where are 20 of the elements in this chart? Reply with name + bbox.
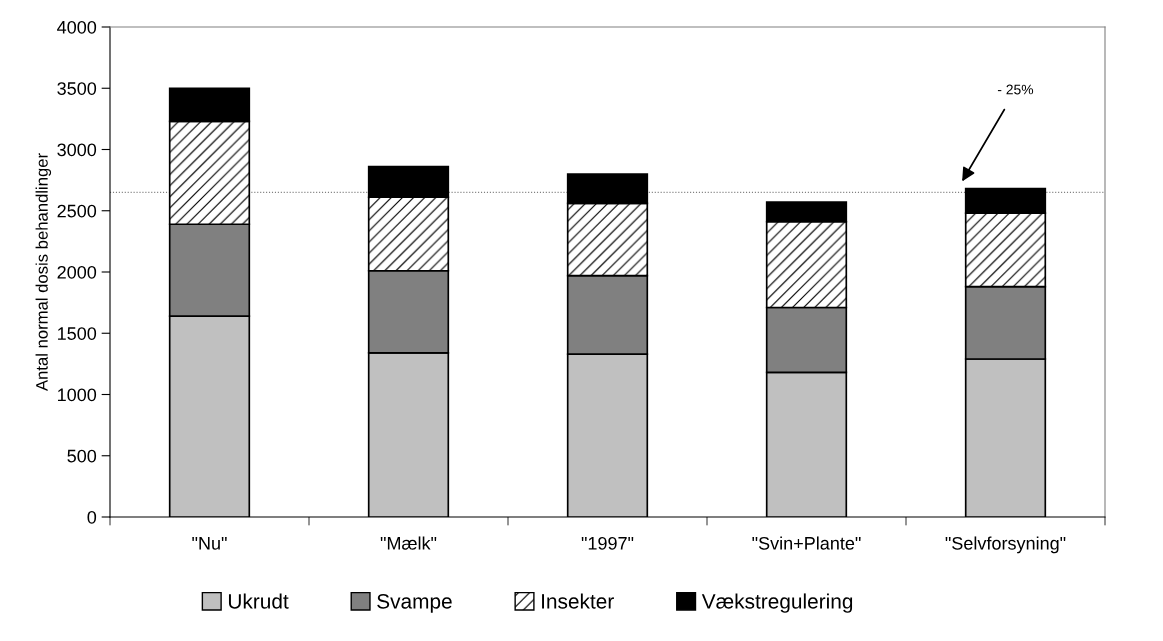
x-tick-label: "1997"	[581, 536, 634, 550]
legend-label: Vækstregulering	[701, 593, 853, 613]
y-tick-label: 4000	[57, 20, 97, 34]
y-axis-title: Antal normal dosis behandlinger	[35, 153, 52, 392]
y-tick-label: 3500	[57, 82, 97, 95]
y-tick-label: 2500	[57, 204, 97, 218]
x-tick-label: "Selvforsyning"	[945, 536, 1066, 554]
y-tick-label: 2000	[57, 265, 97, 279]
legend-label: Insekter	[542, 593, 614, 609]
x-tick-label: "Svin+Plante"	[752, 536, 861, 550]
y-tick-label: 500	[67, 449, 97, 463]
y-tick-label: 1000	[58, 388, 97, 402]
y-tick-label: 1500	[58, 327, 97, 340]
annotation: - 25%	[997, 84, 1034, 95]
y-tick-label: 0	[87, 510, 97, 524]
legend-label: Svampe	[377, 593, 452, 613]
y-tick-label: 3000	[57, 143, 97, 157]
x-tick-label: "Nu"	[192, 537, 227, 550]
x-tick-label: "Mælk"	[380, 536, 437, 550]
legend-label: Ukrudt	[228, 593, 289, 609]
